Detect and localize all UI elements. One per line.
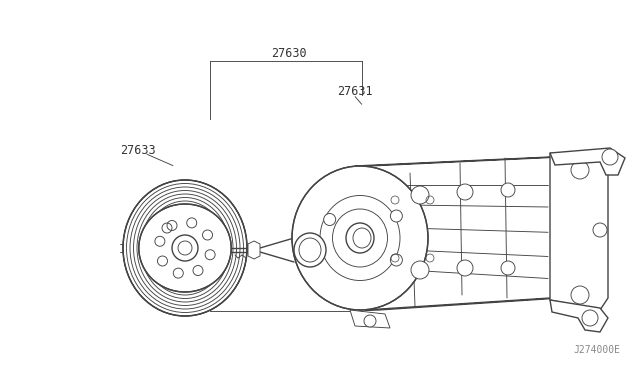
Polygon shape: [355, 157, 560, 166]
Ellipse shape: [292, 166, 428, 310]
Polygon shape: [550, 148, 625, 175]
Polygon shape: [248, 241, 260, 259]
Polygon shape: [550, 153, 608, 310]
Ellipse shape: [294, 233, 326, 267]
Circle shape: [324, 214, 336, 225]
Circle shape: [411, 261, 429, 279]
Circle shape: [602, 149, 618, 165]
Circle shape: [364, 315, 376, 327]
Circle shape: [390, 254, 403, 266]
Circle shape: [173, 268, 183, 278]
Circle shape: [411, 186, 429, 204]
Text: 27633: 27633: [120, 144, 156, 157]
Circle shape: [501, 261, 515, 275]
Text: 27630: 27630: [271, 48, 307, 60]
Circle shape: [205, 250, 215, 260]
Text: 27631: 27631: [337, 85, 373, 97]
Ellipse shape: [123, 180, 247, 316]
Polygon shape: [365, 298, 560, 310]
Circle shape: [187, 218, 196, 228]
Circle shape: [571, 286, 589, 304]
Polygon shape: [350, 310, 390, 328]
Circle shape: [178, 241, 192, 255]
Circle shape: [172, 235, 198, 261]
Circle shape: [390, 210, 403, 222]
Circle shape: [155, 236, 165, 246]
Circle shape: [157, 256, 168, 266]
Polygon shape: [550, 300, 608, 332]
Text: J274000E: J274000E: [574, 345, 621, 355]
Circle shape: [457, 260, 473, 276]
Circle shape: [193, 266, 203, 276]
Circle shape: [167, 221, 177, 231]
Circle shape: [501, 183, 515, 197]
Circle shape: [457, 184, 473, 200]
Ellipse shape: [139, 204, 231, 292]
Ellipse shape: [346, 223, 374, 253]
Circle shape: [202, 230, 212, 240]
Circle shape: [582, 310, 598, 326]
Circle shape: [571, 161, 589, 179]
Circle shape: [593, 223, 607, 237]
